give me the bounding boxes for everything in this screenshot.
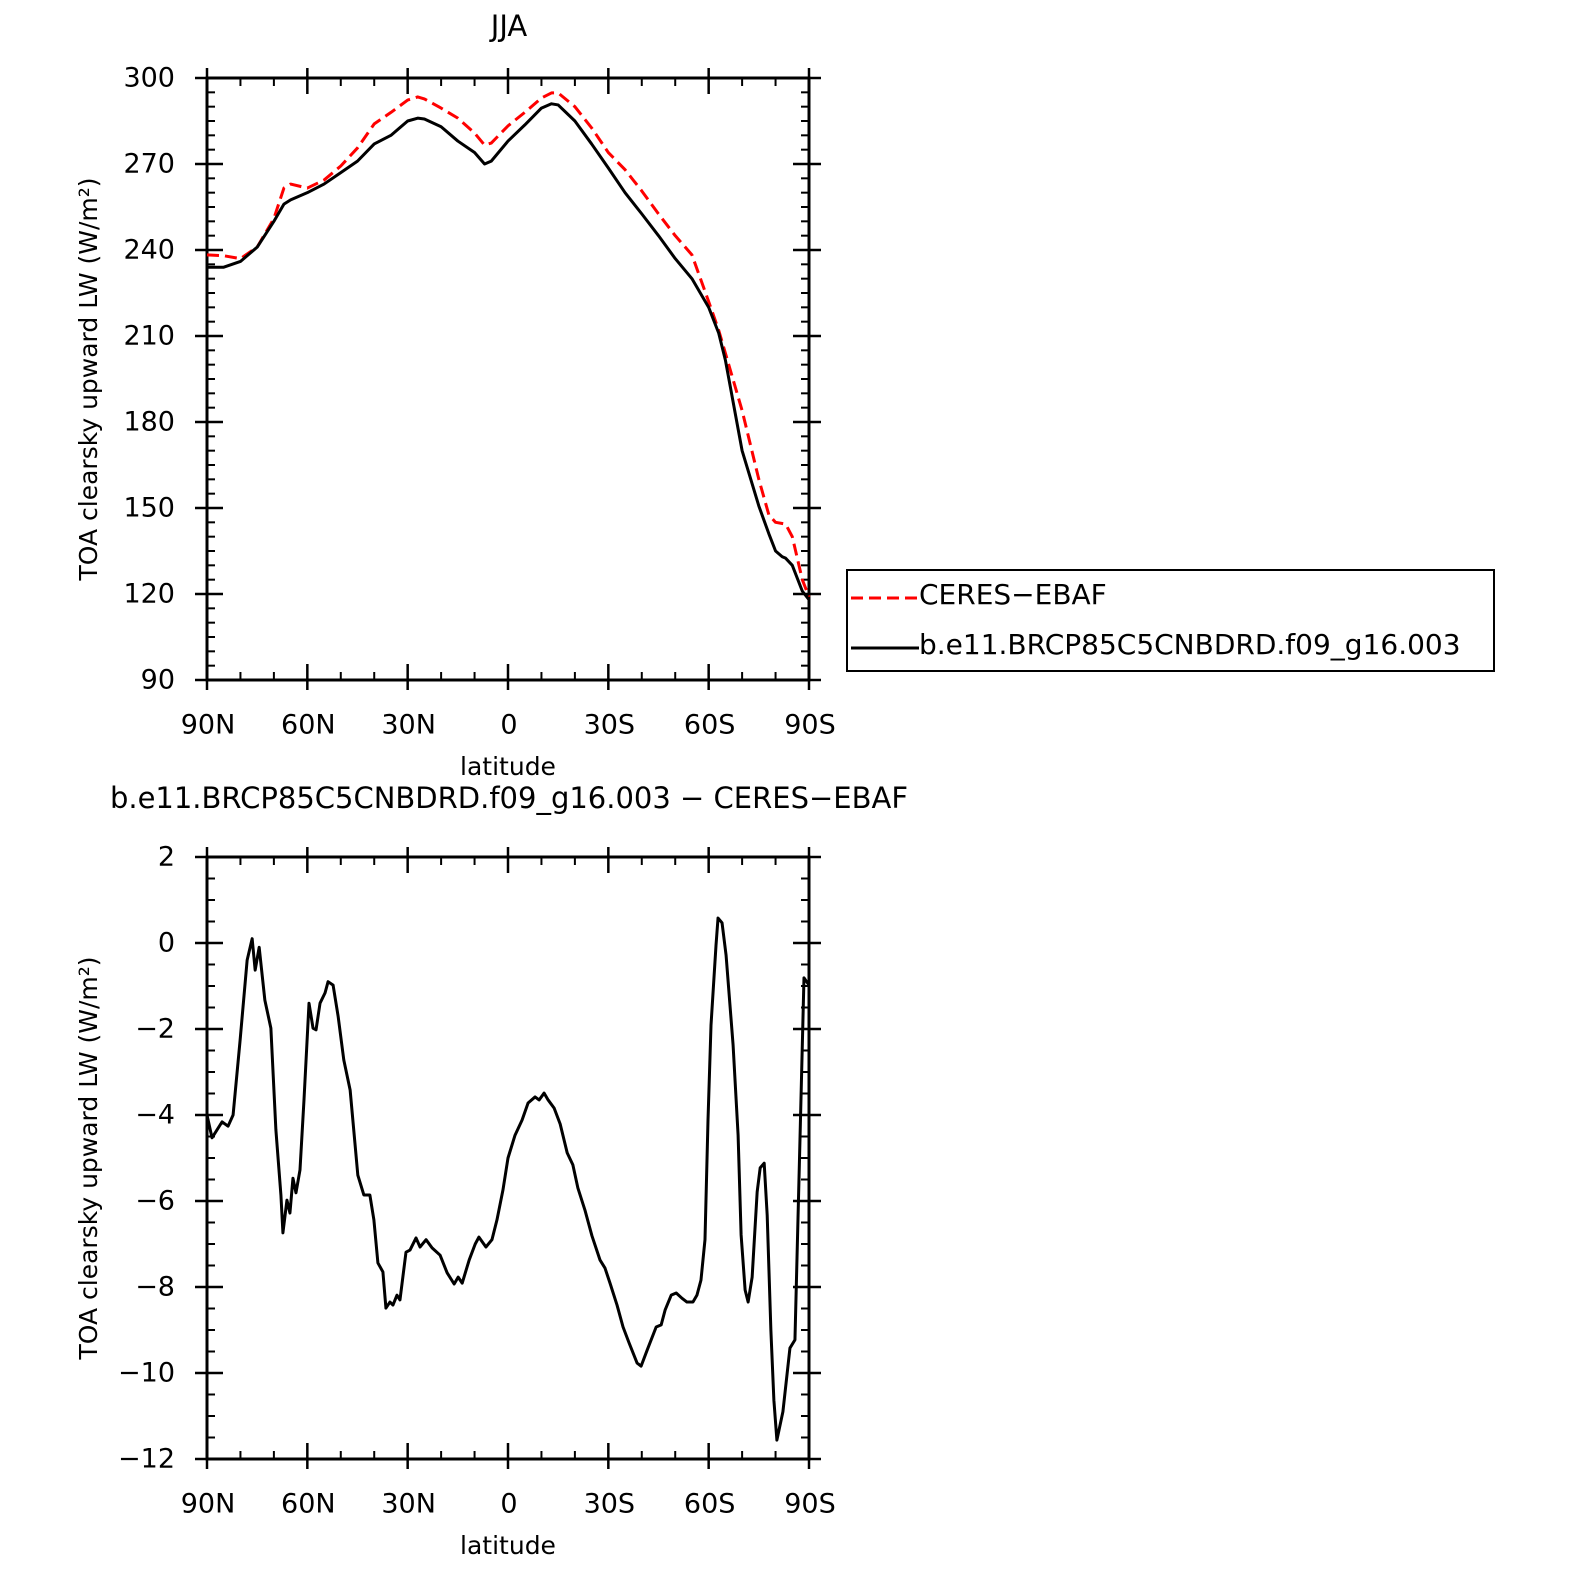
y-axis-label: TOA clearsky upward LW (W/m²) [74,177,103,581]
x-tick-label: 0 [500,710,517,741]
x-tick-label: 30N [381,710,436,741]
y-tick-label: −10 [118,1358,175,1389]
x-tick-label: 0 [500,1489,517,1520]
x-tick-label: 60S [684,1489,736,1520]
y-tick-label: 2 [158,842,175,873]
y-tick-label: −6 [135,1186,175,1217]
x-axis-label: latitude [460,752,556,781]
y-tick-label: 240 [123,235,175,266]
y-tick-label: 90 [141,665,175,696]
x-tick-label: 60N [281,1489,336,1520]
x-tick-label: 90S [784,710,836,741]
x-tick-label: 30S [584,710,636,741]
y-tick-label: 180 [123,407,175,438]
y-tick-label: 300 [123,63,175,94]
chart-title: JJA [489,9,528,43]
y-tick-label: 270 [123,149,175,180]
x-tick-label: 90N [181,710,236,741]
y-tick-label: −8 [135,1272,175,1303]
chart-title: b.e11.BRCP85C5CNBDRD.f09_g16.003 − CERES… [110,781,908,815]
x-tick-label: 60S [684,710,736,741]
data-line [206,91,811,598]
legend-box [846,569,1495,672]
data-line [205,916,811,1442]
x-axis-label: latitude [460,1531,556,1560]
legend-label: b.e11.BRCP85C5CNBDRD.f09_g16.003 [919,628,1461,661]
x-tick-label: 90S [784,1489,836,1520]
y-axis-label: TOA clearsky upward LW (W/m²) [74,956,103,1360]
x-tick-label: 90N [181,1489,236,1520]
y-tick-label: −4 [135,1100,175,1131]
plot-frame [205,855,811,1461]
x-tick-label: 30S [584,1489,636,1520]
y-tick-label: −2 [135,1014,175,1045]
y-tick-label: 0 [158,928,175,959]
y-tick-label: 150 [123,493,175,524]
x-tick-label: 60N [281,710,336,741]
y-tick-label: 210 [123,321,175,352]
y-tick-label: 120 [123,579,175,610]
legend-label: CERES−EBAF [919,578,1107,611]
data-line [207,102,811,601]
plot-frame [205,76,811,682]
y-tick-label: −12 [118,1444,175,1475]
x-tick-label: 30N [381,1489,436,1520]
